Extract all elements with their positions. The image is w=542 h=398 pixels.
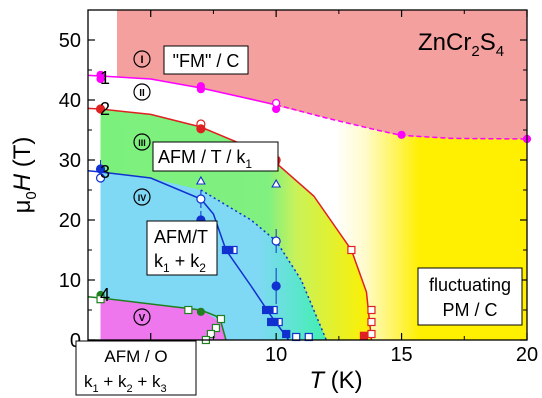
x-tick-label: 15 xyxy=(390,344,412,366)
svg-text:IV: IV xyxy=(138,193,147,203)
label-fluctuating-pm-c: fluctuating PM / C xyxy=(417,267,523,326)
marker-line4-square xyxy=(184,305,193,315)
y-tick-label: 50 xyxy=(59,30,81,52)
y-tick-label: 30 xyxy=(59,150,81,172)
y-tick-label: 0 xyxy=(70,330,81,352)
marker-line1 xyxy=(397,130,406,139)
marker-line3-open xyxy=(196,194,206,204)
plot-frame xyxy=(87,9,528,341)
marker-line3-square xyxy=(267,317,276,327)
phase-iii-marker: III xyxy=(133,133,151,151)
marker-line4-square xyxy=(96,295,105,304)
svg-text:PM / C: PM / C xyxy=(442,300,497,320)
svg-text:AFM / T / k1: AFM / T / k1 xyxy=(158,147,252,171)
svg-text:AFM / O: AFM / O xyxy=(104,347,167,366)
label-afm-o: AFM / O k1 + k2 + k3 xyxy=(75,340,197,396)
phase-v-marker: V xyxy=(133,308,151,326)
marker-line2-square xyxy=(367,305,376,315)
y-axis-title: μ0H (T) xyxy=(9,137,40,214)
marker-line2-square xyxy=(359,331,369,340)
marker-line1-open xyxy=(272,98,281,108)
marker-line4-square xyxy=(216,314,226,324)
marker-line3-open xyxy=(271,236,281,246)
marker-line3-halfsquare-half xyxy=(229,246,234,254)
marker-line2-square xyxy=(367,329,376,339)
marker-line2 xyxy=(196,124,206,134)
marker-line3-halfsquare-half xyxy=(270,306,274,314)
y-tick-label: 20 xyxy=(59,210,81,232)
phase-ii-marker: II xyxy=(133,83,151,101)
svg-text:III: III xyxy=(138,138,146,148)
boundary-line-1-dashed xyxy=(275,104,528,140)
x-axis-title: T (K) xyxy=(309,367,362,394)
boundary-number-3: 3 xyxy=(100,162,110,182)
label-afm-t-k1k2: AFM/T k1 + k2 xyxy=(146,220,218,276)
svg-text:k1 + k2 + k3: k1 + k2 + k3 xyxy=(84,372,167,395)
marker-line3-square xyxy=(262,305,271,315)
marker-line3-square xyxy=(282,329,291,339)
chart-title: ZnCr2S4 xyxy=(418,29,504,60)
marker-line3-halfsquare-half xyxy=(275,318,279,326)
boundary-line-3-dotted xyxy=(200,189,328,341)
label-fm-c: "FM" / C xyxy=(163,45,249,75)
svg-text:k1 + k2: k1 + k2 xyxy=(154,251,206,275)
boundary-line-1 xyxy=(87,74,277,106)
marker-line4-square xyxy=(211,323,221,333)
data-markers xyxy=(95,70,532,345)
marker-line4 xyxy=(196,307,205,316)
marker-line1 xyxy=(96,74,105,84)
marker-line2-square xyxy=(347,245,356,255)
svg-text:V: V xyxy=(139,313,146,324)
y-tick-label: 40 xyxy=(59,90,81,112)
marker-line2 xyxy=(95,104,106,114)
boundary-number-1: 1 xyxy=(100,68,110,88)
marker-line3 xyxy=(95,164,106,174)
region-v xyxy=(100,298,226,340)
y-tick-label: 10 xyxy=(59,270,81,292)
axes: 510152001020304050 xyxy=(59,10,538,366)
marker-line3-triangle xyxy=(195,175,206,185)
x-tick-label: 10 xyxy=(265,344,287,366)
label-afm-t-k1: AFM / T / k1 xyxy=(152,141,279,172)
marker-line3-square xyxy=(221,245,231,255)
svg-text:II: II xyxy=(139,88,145,99)
svg-text:fluctuating: fluctuating xyxy=(429,275,511,295)
svg-text:"FM" / C: "FM" / C xyxy=(173,51,240,71)
marker-line1 xyxy=(196,85,205,94)
phase-iv-marker: IV xyxy=(133,188,151,206)
boundary-number-2: 2 xyxy=(100,99,110,119)
marker-line3 xyxy=(271,281,281,291)
boundary-number-4: 4 xyxy=(100,285,110,305)
marker-line4-square xyxy=(206,329,216,339)
phase-i-marker: I xyxy=(133,50,151,68)
svg-text:AFM/T: AFM/T xyxy=(154,227,208,247)
marker-line3-open xyxy=(95,173,106,183)
x-tick-label: 20 xyxy=(516,344,538,366)
marker-line2-square xyxy=(367,317,376,327)
marker-line3-triangle xyxy=(271,178,282,188)
svg-text:I: I xyxy=(140,54,143,66)
